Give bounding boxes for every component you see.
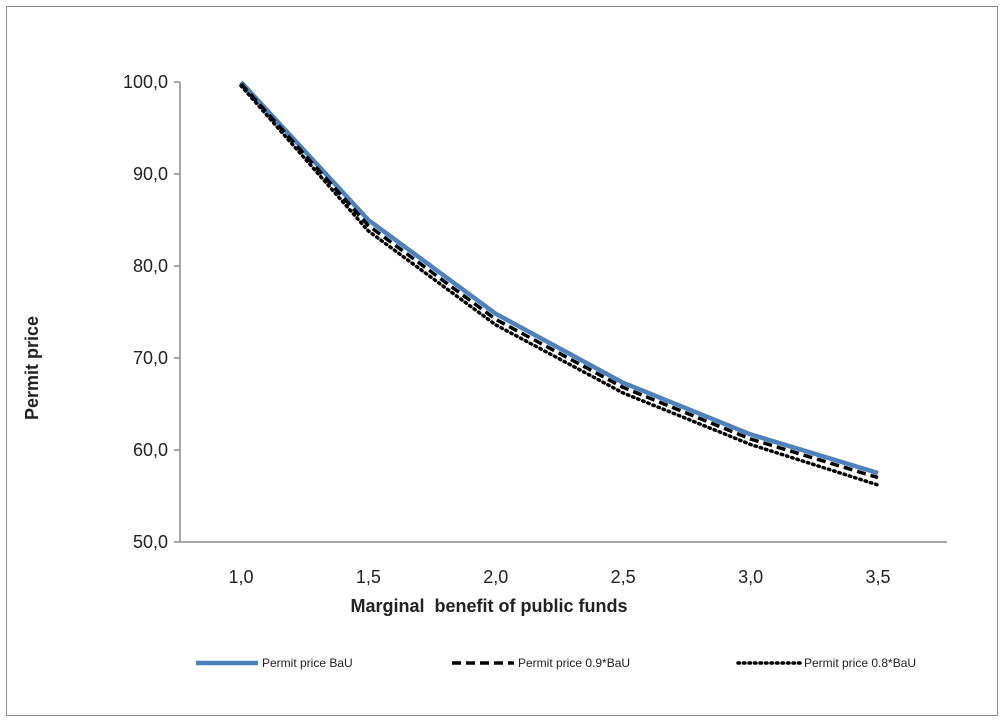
x-tick-label: 2,5 xyxy=(611,567,636,587)
y-tick-label: 80,0 xyxy=(133,256,168,276)
legend-label-3: Permit price 0.8*BaU xyxy=(804,656,916,670)
x-tick-label: 1,0 xyxy=(228,567,253,587)
x-tick-label: 3,5 xyxy=(865,567,890,587)
y-tick-label: 50,0 xyxy=(133,532,168,552)
chart-frame xyxy=(6,6,998,716)
legend-label-2: Permit price 0.9*BaU xyxy=(518,656,630,670)
legend-label-1: Permit price BaU xyxy=(262,656,353,670)
y-tick-label: 70,0 xyxy=(133,348,168,368)
series-line-3 xyxy=(239,83,880,487)
x-tick-label: 3,0 xyxy=(738,567,763,587)
x-axis-ticks: 1,0 1,5 2,0 2,5 3,0 3,5 xyxy=(228,567,890,587)
legend: Permit price BaU Permit price 0.9*BaU Perm… xyxy=(196,656,916,670)
y-axis-ticks: 50,0 60,0 70,0 80,0 90,0 100,0 xyxy=(123,72,180,552)
y-axis-title: Permit price xyxy=(22,316,42,420)
plot-area: 50,0 60,0 70,0 80,0 90,0 100,0 1,0 1,5 2,0 2,5 3,… xyxy=(123,72,947,587)
x-tick-label: 1,5 xyxy=(356,567,381,587)
series-line-2 xyxy=(239,82,879,480)
series-lines xyxy=(239,80,880,487)
x-axis-title: Marginal benefit of public funds xyxy=(351,596,628,616)
y-tick-label: 100,0 xyxy=(123,72,168,92)
y-tick-label: 90,0 xyxy=(133,164,168,184)
series-line-1 xyxy=(239,80,879,476)
x-tick-label: 2,0 xyxy=(483,567,508,587)
y-tick-label: 60,0 xyxy=(133,440,168,460)
